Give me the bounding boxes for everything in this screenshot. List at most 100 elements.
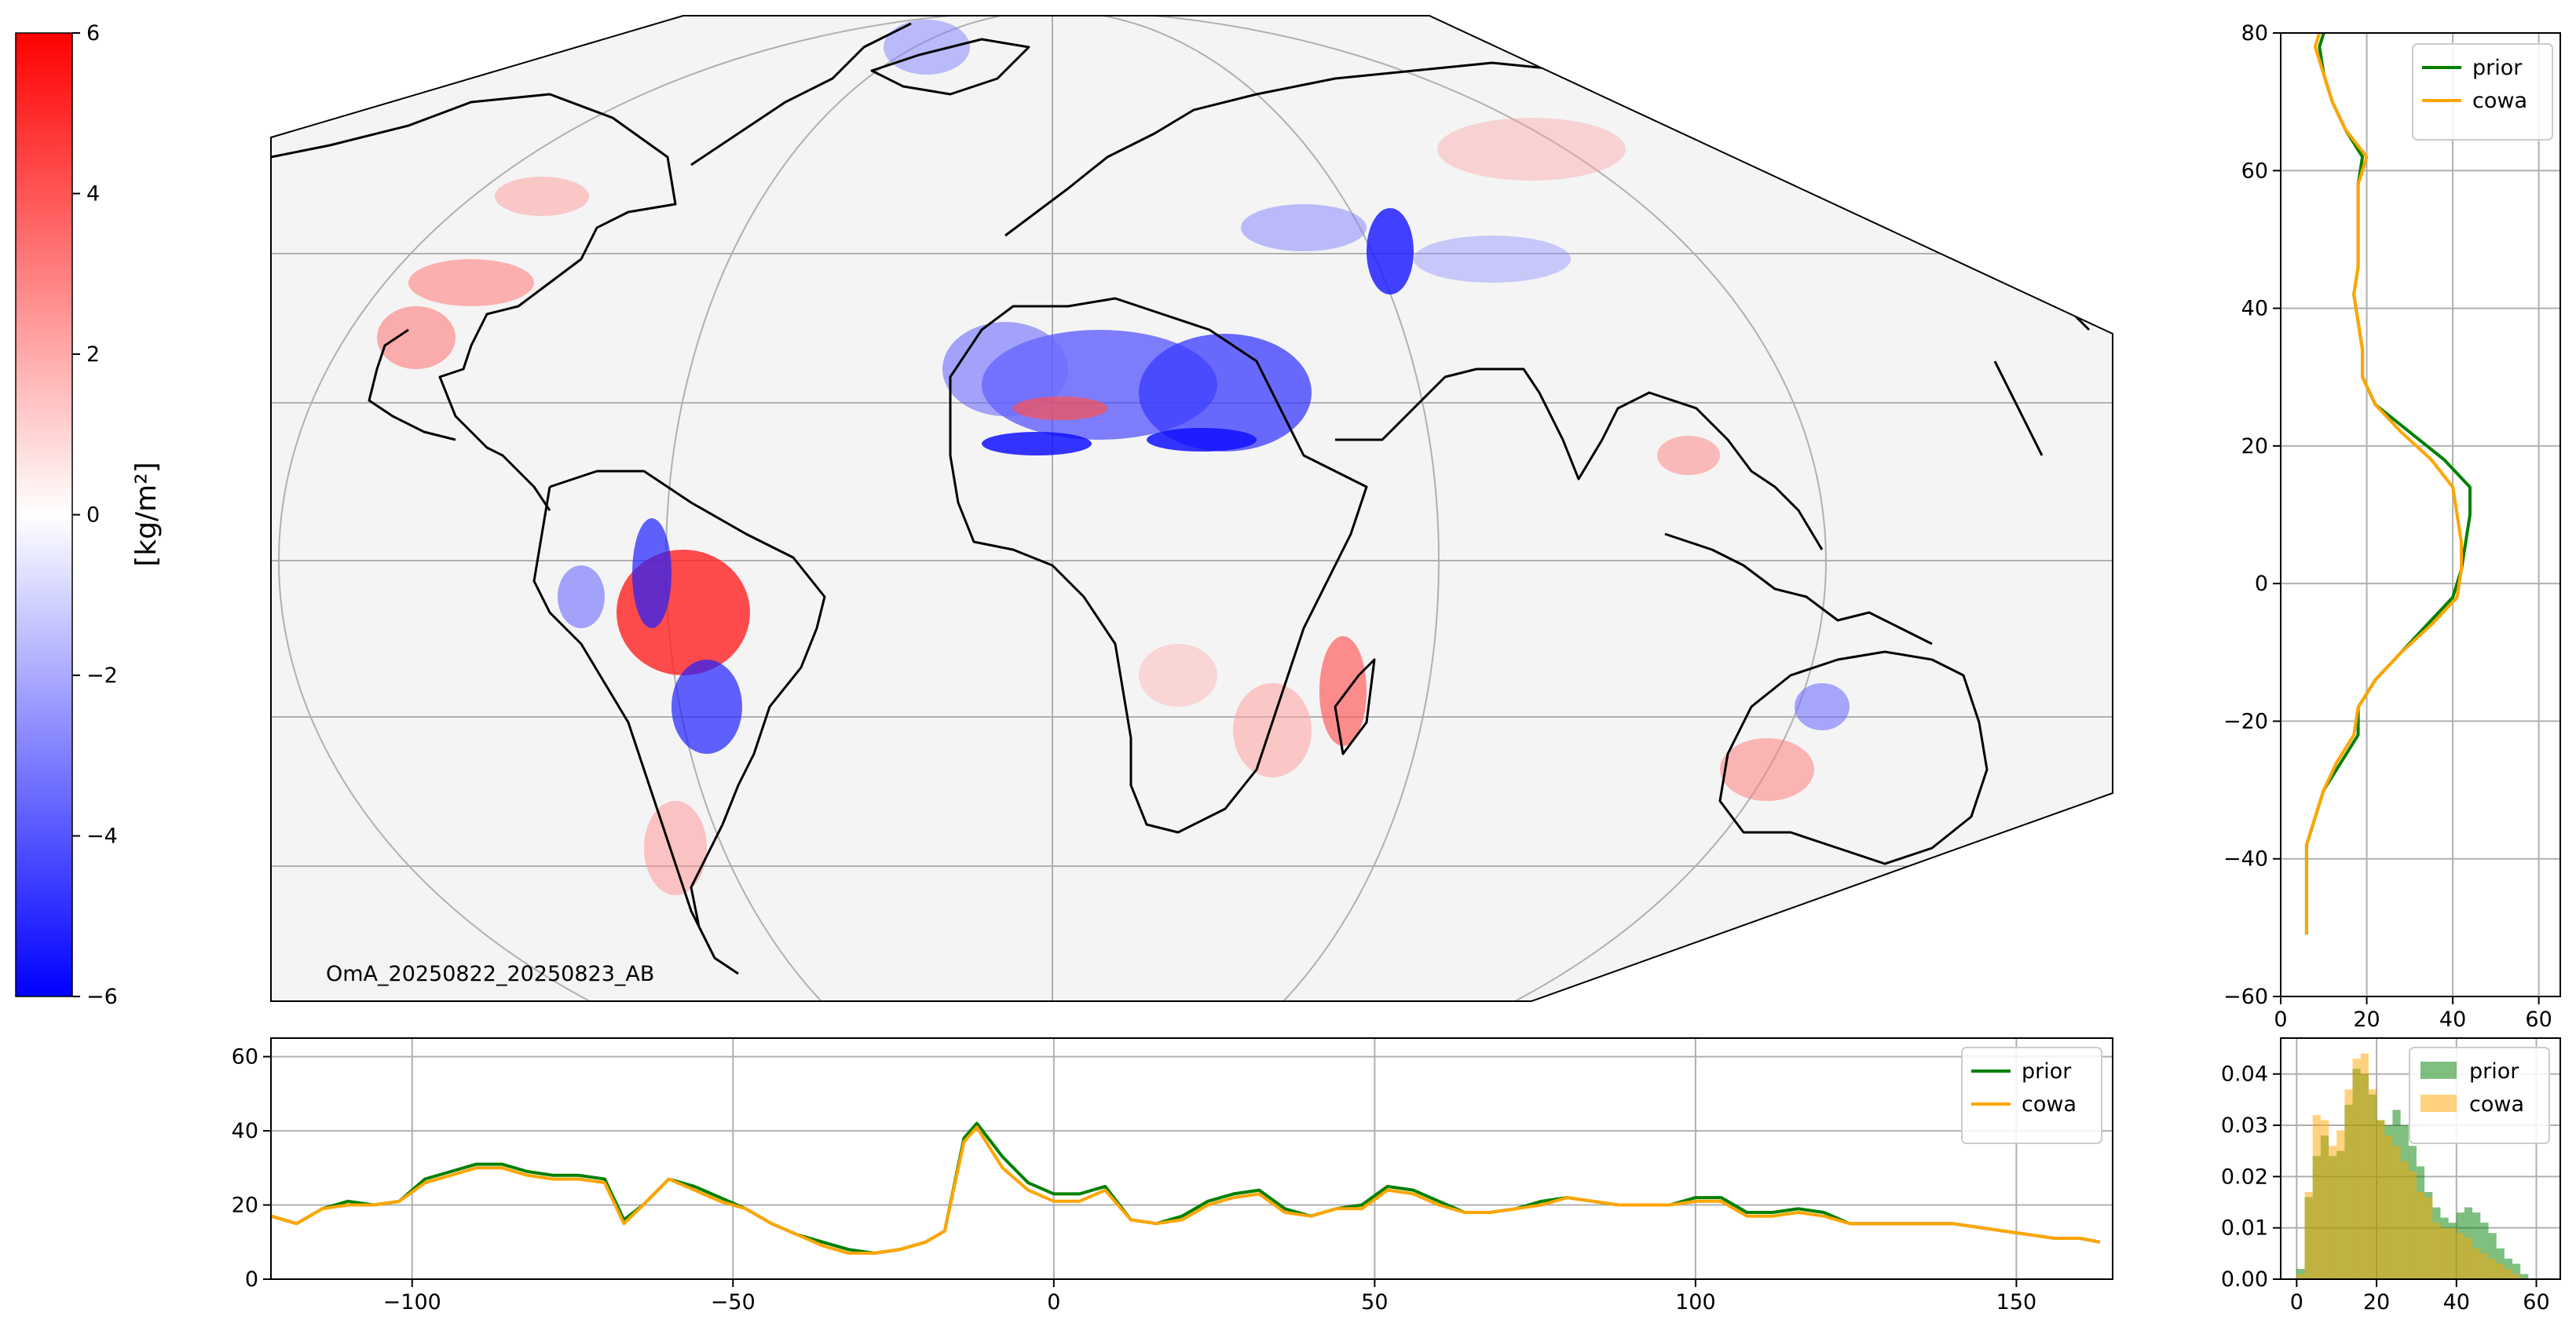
histogram-ytick-label: 0.04 bbox=[2221, 1062, 2268, 1087]
histogram-bar-cowa bbox=[2312, 1115, 2321, 1279]
histogram-panel: 0 20 40 60 0.00 0.01 0.02 0.03 0.04 prior cowa bbox=[2221, 1037, 2561, 1315]
latitude-profile-grid bbox=[2280, 32, 2560, 997]
histogram-bar-prior bbox=[2488, 1233, 2497, 1279]
latitude-profile-line-prior bbox=[2304, 32, 2472, 935]
histogram-bar-cowa bbox=[2377, 1120, 2385, 1279]
histogram-bar-cowa bbox=[2472, 1248, 2481, 1279]
longitude-profile-xtick-label: 50 bbox=[1361, 1290, 1388, 1315]
histogram-bar-cowa bbox=[2448, 1227, 2457, 1279]
histogram-xtick-label: 40 bbox=[2443, 1290, 2470, 1315]
map-content bbox=[271, 16, 2113, 1001]
histogram-bar-cowa bbox=[2424, 1197, 2433, 1279]
histogram-legend-label-cowa: cowa bbox=[2469, 1092, 2524, 1117]
histogram-bar-cowa bbox=[2368, 1089, 2377, 1279]
histogram-legend-swatch-cowa bbox=[2420, 1095, 2457, 1112]
histogram-bars bbox=[2296, 1053, 2529, 1279]
histogram-xtick-label: 60 bbox=[2523, 1290, 2549, 1315]
colorbar-tick-label: 0 bbox=[86, 503, 100, 528]
latitude-profile-legend: prior cowa bbox=[2412, 43, 2553, 141]
histogram-ytick-label: 0.01 bbox=[2221, 1216, 2268, 1241]
longitude-profile-xtick-label: 100 bbox=[1675, 1290, 1716, 1315]
latitude-profile-ytick-label: 40 bbox=[2241, 297, 2268, 321]
histogram-bar-cowa bbox=[2384, 1135, 2393, 1279]
histogram-ytick-label: 0.00 bbox=[2221, 1267, 2268, 1292]
latitude-profile-ytick-label: 20 bbox=[2241, 434, 2268, 459]
longitude-profile-line-cowa bbox=[270, 1125, 2101, 1255]
histogram-bar-cowa bbox=[2360, 1053, 2369, 1279]
latitude-profile-xtick-label: 0 bbox=[2274, 1007, 2287, 1032]
colorbar-tick-label: 4 bbox=[86, 182, 100, 207]
longitude-profile-lines bbox=[270, 1121, 2101, 1255]
longitude-profile-xtick-label: 150 bbox=[1996, 1290, 2037, 1315]
colorbar-tick-label: 2 bbox=[86, 342, 100, 367]
longitude-profile-legend-label-prior: prior bbox=[2022, 1059, 2072, 1084]
histogram-bar-cowa bbox=[2329, 1146, 2337, 1279]
histogram-bar-cowa bbox=[2408, 1171, 2417, 1279]
histogram-bar-cowa bbox=[2320, 1120, 2329, 1279]
longitude-profile-line-prior bbox=[270, 1121, 2101, 1255]
histogram-bar-prior bbox=[2520, 1274, 2529, 1279]
histogram-bar-cowa bbox=[2392, 1146, 2401, 1279]
colorbar-label: [kg/m²] bbox=[130, 462, 163, 566]
histogram-bar-prior bbox=[2472, 1212, 2481, 1279]
longitude-profile-xtick-label: −50 bbox=[711, 1290, 756, 1315]
latitude-profile-xtick-label: 20 bbox=[2353, 1007, 2380, 1032]
latitude-profile-legend-label-cowa: cowa bbox=[2472, 89, 2527, 113]
colorbar-tick-label: −2 bbox=[86, 664, 118, 688]
histogram-ytick-label: 0.02 bbox=[2221, 1165, 2268, 1189]
longitude-profile-panel: −100 −50 0 50 100 150 0 20 40 60 prior cowa bbox=[232, 1037, 2113, 1315]
colorbar-tick-label: −6 bbox=[86, 985, 118, 1009]
colorbar-ticks: 6 4 2 0 −2 −4 −6 bbox=[72, 21, 118, 1009]
latitude-profile-ytick-label: 0 bbox=[2255, 572, 2268, 596]
histogram-bar-cowa bbox=[2488, 1258, 2497, 1279]
histogram-bar-cowa bbox=[2416, 1192, 2425, 1279]
histogram-bar-cowa bbox=[2496, 1263, 2505, 1279]
latitude-profile-ticks: 0 20 40 60 80 60 40 20 0 −20 −40 −60 bbox=[2223, 21, 2552, 1032]
histogram-bar-cowa bbox=[2344, 1089, 2353, 1279]
latitude-profile-ytick-label: −60 bbox=[2223, 985, 2268, 1009]
longitude-profile-ytick-label: 0 bbox=[245, 1267, 258, 1292]
histogram-bar-cowa bbox=[2304, 1192, 2313, 1279]
histogram-bar-prior bbox=[2512, 1263, 2521, 1279]
longitude-profile-ytick-label: 60 bbox=[232, 1045, 258, 1070]
histogram-bar-cowa bbox=[2480, 1253, 2489, 1279]
latitude-profile-xtick-label: 60 bbox=[2525, 1007, 2552, 1032]
histogram-legend-label-prior: prior bbox=[2469, 1059, 2519, 1084]
colorbar-tick-label: −4 bbox=[86, 825, 118, 849]
histogram-frame bbox=[2280, 1037, 2561, 1280]
histogram-bar-cowa bbox=[2464, 1238, 2473, 1279]
histogram-bar-cowa bbox=[2504, 1268, 2512, 1279]
histogram-bar-cowa bbox=[2352, 1059, 2361, 1279]
latitude-profile-frame bbox=[2280, 32, 2561, 997]
latitude-profile-ytick-label: 60 bbox=[2241, 159, 2268, 183]
histogram-bar-cowa bbox=[2432, 1223, 2441, 1279]
latitude-profile-panel: 0 20 40 60 80 60 40 20 0 −20 −40 −60 prior cowa bbox=[2223, 21, 2561, 1032]
colorbar-tick-label: 6 bbox=[86, 21, 100, 46]
latitude-profile-legend-label-prior: prior bbox=[2472, 56, 2523, 80]
histogram-bar-cowa bbox=[2512, 1274, 2521, 1279]
longitude-profile-ytick-label: 20 bbox=[232, 1194, 258, 1218]
histogram-xtick-label: 20 bbox=[2363, 1290, 2390, 1315]
map-caption: OmA_20250822_20250823_AB bbox=[326, 962, 654, 986]
histogram-legend-swatch-prior bbox=[2420, 1062, 2457, 1079]
longitude-profile-xtick-label: 0 bbox=[1047, 1290, 1060, 1315]
longitude-profile-ticks: −100 −50 0 50 100 150 0 20 40 60 bbox=[232, 1045, 2037, 1315]
longitude-profile-legend: prior cowa bbox=[1961, 1047, 2102, 1144]
histogram-bar-prior bbox=[2296, 1268, 2305, 1279]
colorbar: 6 4 2 0 −2 −4 −6 [kg/m²] bbox=[15, 21, 163, 1009]
histogram-xtick-label: 0 bbox=[2290, 1290, 2303, 1315]
histogram-bar-cowa bbox=[2296, 1274, 2305, 1279]
map-frame bbox=[270, 15, 2113, 1002]
histogram-bar-prior bbox=[2480, 1223, 2489, 1279]
map-background bbox=[271, 16, 2113, 1001]
histogram-bar-cowa bbox=[2336, 1130, 2345, 1279]
colorbar-gradient bbox=[15, 32, 73, 997]
longitude-profile-ytick-label: 40 bbox=[232, 1119, 258, 1143]
latitude-profile-ytick-label: 80 bbox=[2241, 21, 2268, 46]
histogram-bar-cowa bbox=[2400, 1161, 2409, 1279]
latitude-profile-line-cowa bbox=[2304, 32, 2463, 935]
longitude-profile-frame bbox=[270, 1037, 2113, 1280]
longitude-profile-legend-label-cowa: cowa bbox=[2022, 1092, 2077, 1117]
map-panel: OmA_20250822_20250823_AB bbox=[270, 15, 2113, 1002]
